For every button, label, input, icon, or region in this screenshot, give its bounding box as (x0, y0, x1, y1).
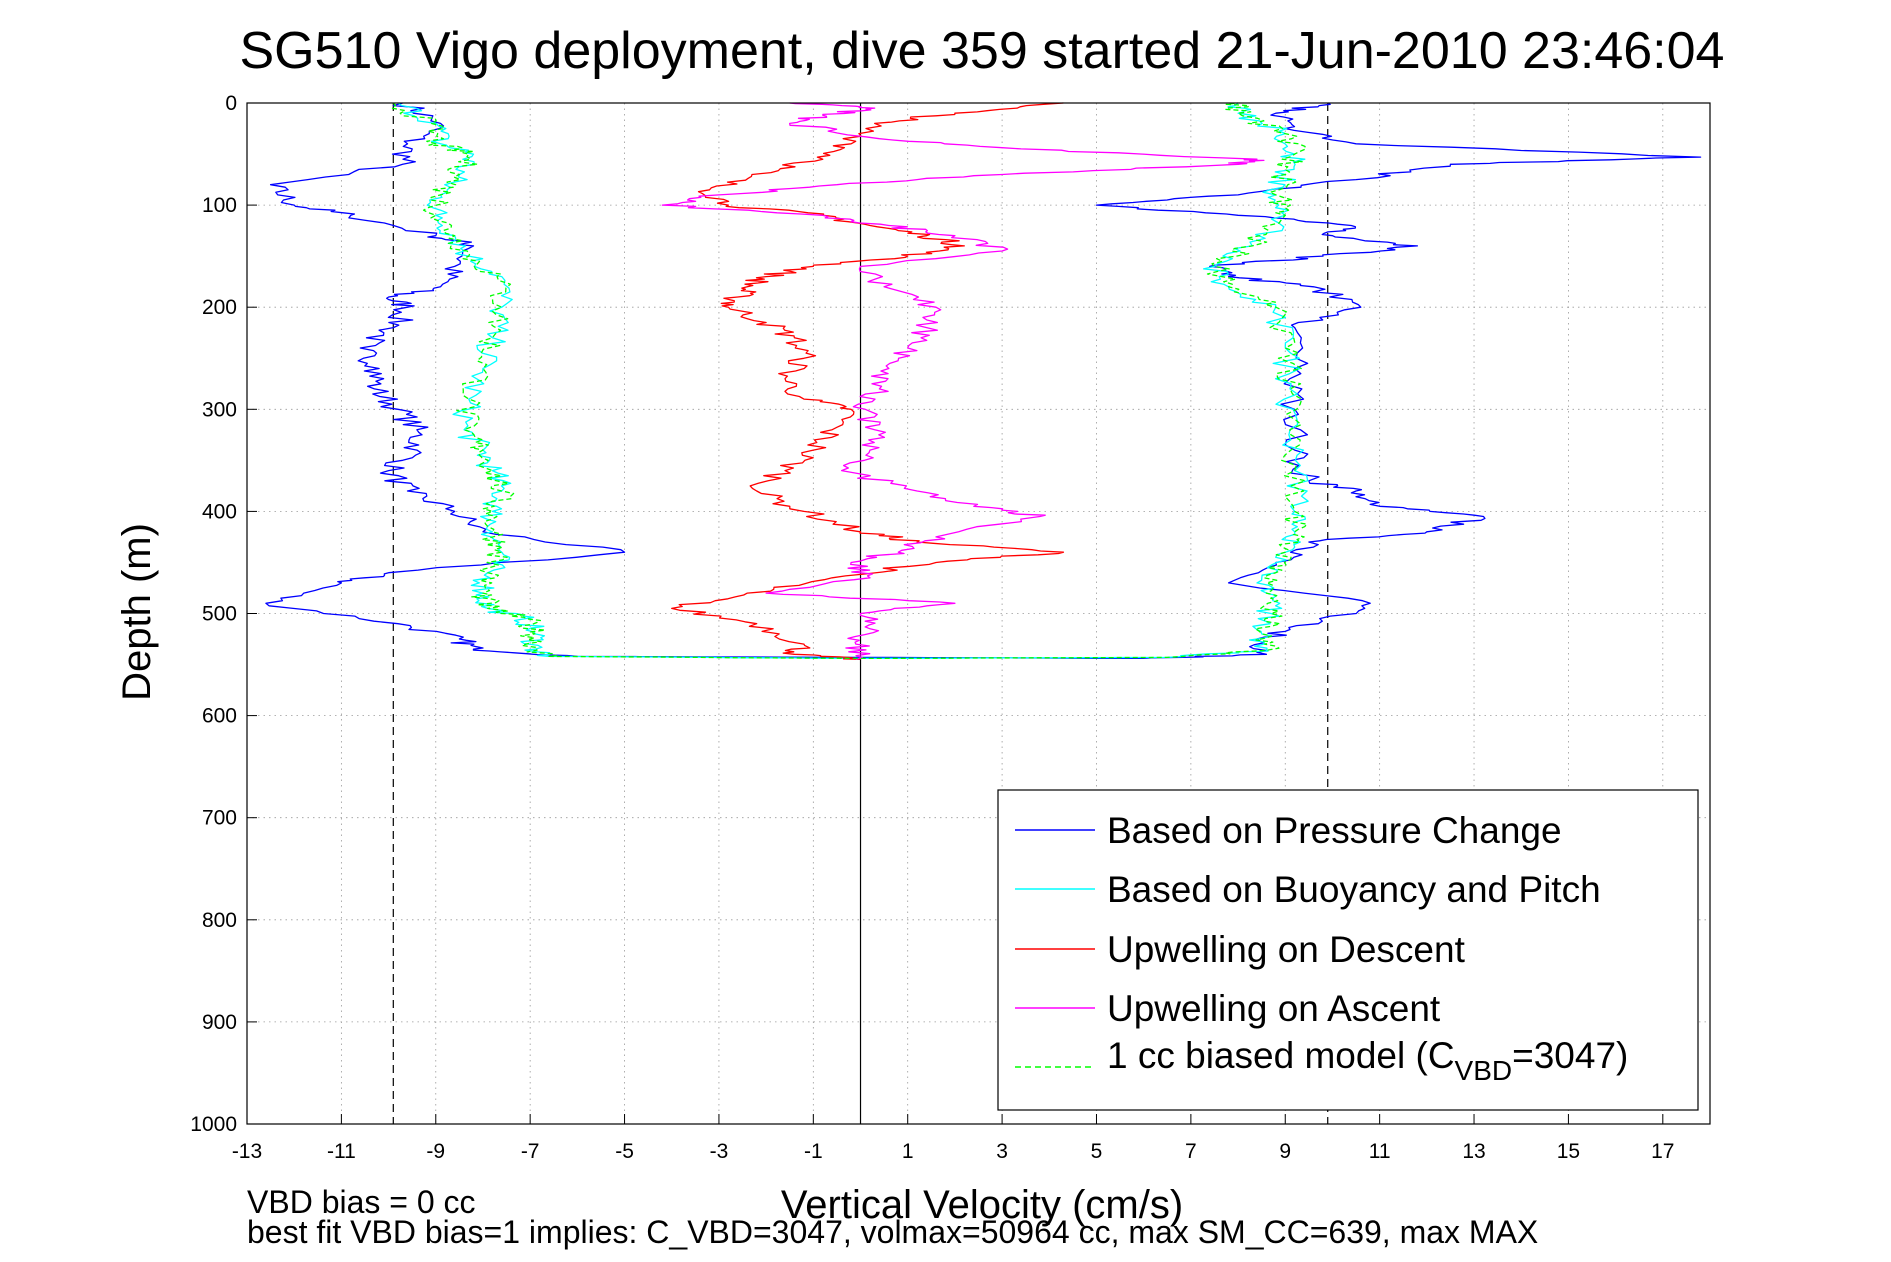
footer-best-fit: best fit VBD bias=1 implies: C_VBD=3047,… (247, 1214, 1538, 1250)
footer-vbd-bias: VBD bias = 0 cc (247, 1184, 476, 1220)
legend-box (997, 789, 1699, 1111)
x-tick-label: 5 (1091, 1140, 1103, 1163)
x-tick-label: -13 (232, 1140, 262, 1163)
x-tick-label: -7 (521, 1140, 540, 1163)
chart-title: SG510 Vigo deployment, dive 359 started … (240, 22, 1725, 80)
y-tick-label: 400 (202, 500, 237, 523)
x-tick-label: 17 (1651, 1140, 1674, 1163)
x-tick-label: -5 (615, 1140, 634, 1163)
x-tick-label: 7 (1185, 1140, 1197, 1163)
legend-label-biased-model: 1 cc biased model (CVBD=3047) (1107, 1035, 1628, 1086)
x-tick-label: 3 (996, 1140, 1008, 1163)
legend: Based on Pressure Change Based on Buoyan… (997, 789, 1699, 1111)
series-line-2 (671, 102, 1065, 661)
x-tick-label: -9 (426, 1140, 445, 1163)
y-tick-label: 600 (202, 705, 237, 728)
x-tick-label: -11 (327, 1140, 356, 1163)
legend-label-buoyancy: Based on Buoyancy and Pitch (1107, 869, 1601, 910)
y-axis-label: Depth (m) (115, 523, 159, 701)
x-tick-label: -1 (804, 1140, 823, 1163)
y-tick-label: 300 (202, 398, 237, 421)
series-line-0 (265, 102, 1702, 660)
y-tick-label: 200 (202, 296, 237, 319)
x-tick-label: 15 (1557, 1140, 1580, 1163)
axis-ticks: -13 -11 -9 -7 -5 -3 -1 1 3 5 7 9 11 13 15 1701002003004… (190, 92, 1674, 1163)
y-tick-label: 0 (225, 92, 237, 115)
series-group (265, 102, 1702, 661)
y-tick-label: 1000 (190, 1113, 237, 1136)
legend-label-descent: Upwelling on Descent (1107, 929, 1466, 970)
y-tick-label: 900 (202, 1011, 237, 1034)
legend-label-ascent: Upwelling on Ascent (1107, 988, 1441, 1029)
y-tick-label: 100 (202, 194, 237, 217)
y-tick-label: 700 (202, 807, 237, 830)
x-tick-label: 9 (1279, 1140, 1291, 1163)
x-axis-label: Vertical Velocity (cm/s) (781, 1183, 1183, 1227)
series-line-4 (391, 102, 1308, 660)
x-tick-label: -3 (710, 1140, 729, 1163)
legend-label-pressure: Based on Pressure Change (1107, 810, 1562, 851)
y-tick-label: 500 (202, 603, 237, 626)
x-tick-label: 11 (1369, 1140, 1391, 1163)
x-tick-label: 13 (1462, 1140, 1485, 1163)
x-tick-label: 1 (902, 1140, 914, 1163)
y-tick-label: 800 (202, 909, 237, 932)
series-line-1 (397, 102, 1309, 660)
series-line-3 (661, 102, 1265, 661)
